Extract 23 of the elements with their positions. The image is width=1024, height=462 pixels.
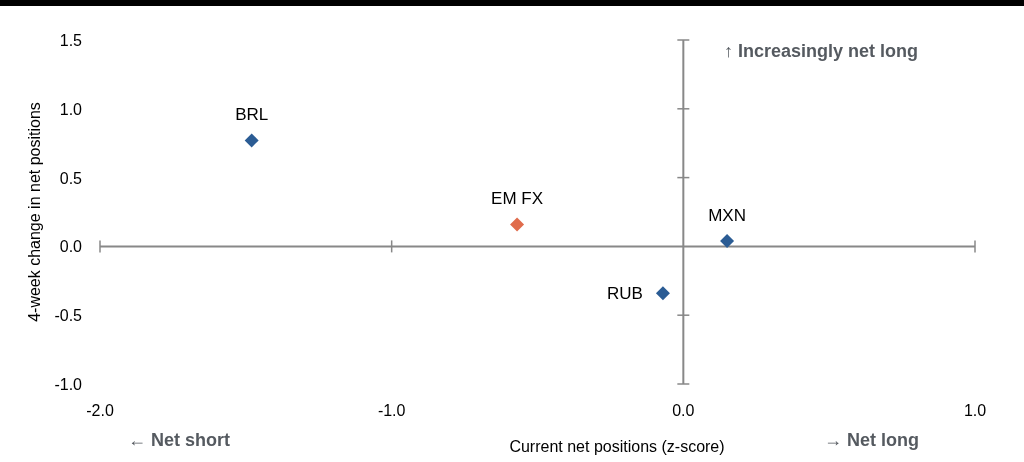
- y-tick-label: 0.5: [59, 169, 83, 187]
- annotation: ↑ Increasingly net long: [724, 41, 919, 61]
- point: [655, 286, 670, 301]
- x-axis-title: Current net positions (z-score): [509, 438, 725, 455]
- series-label: MXN: [708, 205, 746, 225]
- text: ← Net short: [128, 430, 231, 450]
- x-tick-label: -1.0: [377, 402, 406, 419]
- y-tick-label: -0.5: [54, 307, 83, 325]
- x-tick-label: 1.0: [963, 402, 987, 419]
- y-tick-label: -1.0: [54, 376, 83, 393]
- series-label: EM FX: [491, 189, 544, 209]
- series-label: RUB: [607, 284, 643, 304]
- y-tick-label: 1.0: [59, 100, 83, 118]
- x-tick-label: -2.0: [86, 402, 114, 419]
- point: [244, 133, 259, 148]
- text: → Net long: [824, 430, 919, 450]
- x-tick-label: 0.0: [672, 402, 695, 419]
- series-label: BRL: [235, 105, 269, 125]
- y-tick-label: 0.0: [59, 238, 83, 256]
- point: [720, 233, 735, 248]
- y-axis-title: 4-week change in net positions: [26, 102, 43, 322]
- y-tick-label: 1.5: [59, 32, 83, 49]
- point: [510, 217, 525, 232]
